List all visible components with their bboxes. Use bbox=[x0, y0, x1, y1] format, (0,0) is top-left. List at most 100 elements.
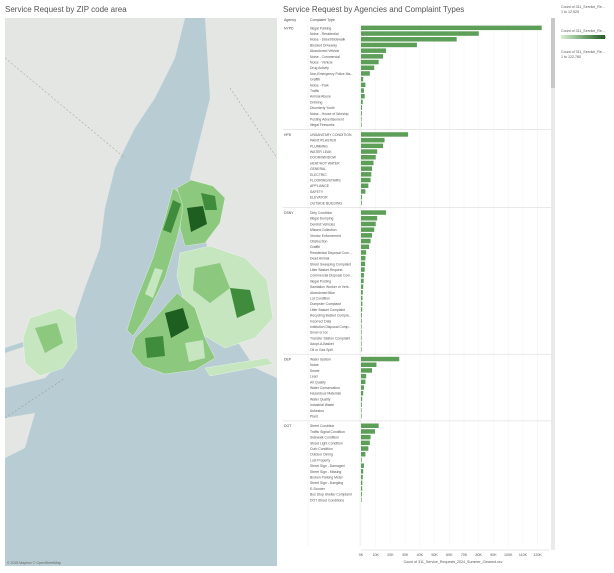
bar bbox=[361, 76, 364, 82]
bar bbox=[361, 373, 367, 379]
complaint-type-label: Blocked Driveway bbox=[310, 43, 337, 47]
zip-area-brooklyn-dark bbox=[165, 308, 189, 338]
bar bbox=[361, 261, 366, 267]
complaint-type-label: Graffiti bbox=[310, 245, 320, 249]
complaint-type-label: Noise - Commercial bbox=[310, 55, 340, 59]
bar bbox=[361, 59, 379, 65]
bar bbox=[361, 469, 364, 474]
bar bbox=[361, 312, 362, 318]
complaint-type-label: E-Scooter bbox=[310, 487, 326, 491]
bar bbox=[361, 48, 387, 53]
x-tick-label: 0K bbox=[359, 553, 364, 557]
complaint-type-label: Water Conservation bbox=[310, 386, 340, 390]
complaint-type-label: Curb Condition bbox=[310, 447, 333, 451]
bar bbox=[361, 54, 384, 59]
agency-label: DSNY bbox=[284, 211, 294, 215]
bar bbox=[361, 273, 364, 278]
complaint-type-label: Street Condition bbox=[310, 424, 334, 428]
zip-area-rockaway bbox=[204, 357, 274, 377]
bar bbox=[361, 166, 373, 171]
complaint-type-label: PLUMBING bbox=[310, 144, 328, 148]
agency-column-header: Agency bbox=[284, 18, 296, 22]
bar bbox=[361, 244, 370, 249]
bottom-left-land bbox=[5, 413, 35, 458]
x-axis-title: Count of 311_Service_Requests_2024_Summe… bbox=[404, 560, 503, 564]
zip-area-manhattan-mid bbox=[145, 268, 163, 298]
bar bbox=[361, 423, 379, 428]
complaint-type-label: Lot Condition bbox=[310, 296, 330, 300]
bar bbox=[361, 233, 373, 238]
complaint-type-label: Non-Emergency Police Ma... bbox=[310, 72, 353, 76]
bar bbox=[361, 341, 362, 346]
bar bbox=[361, 486, 363, 491]
bar bbox=[361, 362, 377, 367]
bar bbox=[361, 99, 363, 105]
bar bbox=[361, 137, 385, 143]
complaint-type-label: PAINT/PLASTER bbox=[310, 139, 337, 143]
new-jersey-land bbox=[5, 18, 185, 348]
bar bbox=[361, 301, 363, 306]
complaint-type-label: Animal Abuse bbox=[310, 95, 331, 99]
bar bbox=[361, 457, 362, 463]
bar bbox=[361, 221, 376, 227]
bar bbox=[361, 446, 369, 451]
complaint-type-label: Sewer bbox=[310, 369, 320, 373]
complaint-type-label: Litter Basket Request bbox=[310, 268, 342, 272]
complaint-type-label: Street Sweeping Complaint bbox=[310, 262, 351, 266]
complaint-type-label: Dumpster Complaint bbox=[310, 302, 341, 306]
bar bbox=[361, 408, 362, 413]
bar bbox=[361, 200, 362, 206]
complaint-type-label: Missed Collection bbox=[310, 228, 337, 232]
legend-count-zip: Count of 311_Service_Re... 1 to 12,925 bbox=[561, 5, 611, 14]
bar bbox=[361, 37, 457, 42]
bar bbox=[361, 440, 370, 446]
zip-area-brooklyn-light bbox=[185, 340, 205, 362]
x-tick-label: 20K bbox=[387, 553, 394, 557]
complaint-type-label: Sidewalk Condition bbox=[310, 436, 339, 440]
bar bbox=[361, 238, 371, 244]
complaint-type-label: Water System bbox=[310, 357, 331, 361]
complaint-type-label: Air Quality bbox=[310, 380, 326, 384]
bar bbox=[361, 307, 363, 312]
bar bbox=[361, 183, 369, 188]
x-tick-label: 90K bbox=[490, 553, 497, 557]
bar bbox=[361, 149, 378, 154]
bar bbox=[361, 116, 362, 122]
bar bbox=[361, 82, 366, 88]
bar bbox=[361, 463, 364, 468]
bar bbox=[361, 194, 363, 200]
complaint-type-label: Drinking bbox=[310, 100, 323, 104]
zip-choropleth-map[interactable] bbox=[5, 18, 277, 566]
bar bbox=[361, 31, 479, 36]
zip-area-manhattan-upper bbox=[163, 200, 181, 233]
bar bbox=[361, 160, 374, 166]
complaint-type-label: OUTSIDE BUILDING bbox=[310, 201, 342, 205]
bar bbox=[361, 172, 372, 177]
bar bbox=[361, 413, 362, 419]
complaint-type-label: Noise - Street/Sidewalk bbox=[310, 38, 346, 42]
bar bbox=[361, 278, 364, 284]
agency-label: HPD bbox=[284, 133, 292, 137]
bar bbox=[361, 71, 370, 76]
bar bbox=[361, 434, 371, 440]
scrollbar-thumb[interactable] bbox=[551, 18, 555, 88]
map-title: Service Request by ZIP code area bbox=[5, 5, 127, 14]
x-tick-label: 10K bbox=[373, 553, 380, 557]
legend-gradient-bar: 12,925 bbox=[561, 35, 606, 39]
x-tick-label: 70K bbox=[461, 553, 468, 557]
bar bbox=[361, 65, 375, 70]
agency-complaint-bar-chart: Agency Complaint Type Illegal Parking Noi… bbox=[283, 18, 558, 568]
chart-scrollbar[interactable] bbox=[551, 18, 555, 550]
bar bbox=[361, 210, 387, 215]
complaint-type-label: ELEVATOR bbox=[310, 196, 328, 200]
x-tick-label: 110K bbox=[519, 553, 528, 557]
bar bbox=[361, 347, 362, 352]
bar bbox=[361, 25, 542, 31]
bar bbox=[361, 491, 362, 497]
bar bbox=[361, 379, 366, 385]
agency-label: DOT bbox=[284, 424, 291, 428]
x-tick-label: 100K bbox=[504, 553, 513, 557]
complaint-type-label: Noise bbox=[310, 363, 319, 367]
complaint-type-label: Residential Disposal Com... bbox=[310, 251, 352, 255]
zip-area-bronx-dark bbox=[187, 206, 207, 232]
